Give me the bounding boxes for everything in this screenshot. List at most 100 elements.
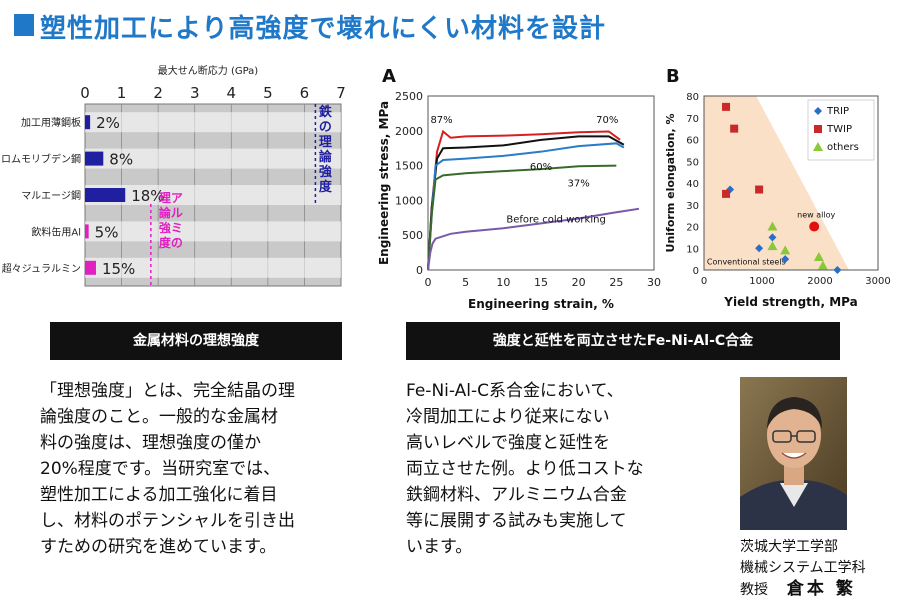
text-line: 料の強度は、理想強度の僅か xyxy=(40,433,261,453)
tick-label: 2 xyxy=(153,84,163,102)
y-tick-label: 500 xyxy=(402,229,423,242)
x-tick-label: 25 xyxy=(609,276,623,289)
author-title: 教授 xyxy=(740,582,768,598)
annotation: 60% xyxy=(530,162,552,173)
text-line: し、材料のポテンシャルを引き出 xyxy=(40,511,295,531)
author-info: 茨城大学工学部 機械システム工学科 教授 倉本 繁 xyxy=(740,537,866,601)
x-tick-label: 1000 xyxy=(749,276,774,287)
bar-track xyxy=(85,148,341,169)
x-tick-label: 10 xyxy=(496,276,510,289)
annotation: 87% xyxy=(430,115,452,126)
bar xyxy=(85,115,91,130)
affiliation-department: 機械システム工学科 xyxy=(740,560,866,576)
plot-frame xyxy=(703,95,879,271)
text-line: Fe-Ni-Al-C系合金において、 xyxy=(406,381,624,401)
left-description: 「理想強度」とは、完全結晶の理 論強度のこと。一般的な金属材 料の強度は、理想強… xyxy=(40,378,380,560)
person-portrait xyxy=(740,377,847,530)
tick-label: 1 xyxy=(117,84,127,102)
data-point xyxy=(768,233,777,242)
data-point xyxy=(767,221,778,231)
x-tick-label: 5 xyxy=(462,276,469,289)
title-bullet xyxy=(14,14,34,36)
iron-theory-char: 鉄 xyxy=(319,104,332,120)
y-tick-label: 10 xyxy=(686,244,699,255)
y-tick-label: 60 xyxy=(686,136,699,147)
yield-elongation-chart: B Conventional steels 0 1000 2000 3000 0 10 20… xyxy=(664,66,891,309)
text-line: 冷間加工により従来にない xyxy=(406,407,610,427)
text-line: 塑性加工による加工強化に着目 xyxy=(40,485,278,505)
tick-label: 4 xyxy=(227,84,237,102)
data-point xyxy=(833,266,842,274)
bar-label: マルエージ鋼 xyxy=(21,189,81,202)
data-point xyxy=(755,185,764,194)
caption-right: 強度と延性を両立させたFe-Ni-Al-C合金 xyxy=(406,322,840,360)
al-theory-char: ミ xyxy=(171,221,183,235)
annotation: 70% xyxy=(596,115,618,126)
x-tick-label: 15 xyxy=(534,276,548,289)
al-theory-char: 論 xyxy=(159,205,172,220)
text-line: 鉄鋼材料、アルミニウム合金 xyxy=(406,485,627,505)
affiliation-faculty: 茨城大学工学部 xyxy=(740,539,838,555)
axis-title: 最大せん断応力 (GPa) xyxy=(158,64,259,77)
y-tick-label: 30 xyxy=(686,201,699,212)
series-line xyxy=(427,164,617,271)
bar-track xyxy=(85,257,341,278)
y-tick-label: 2000 xyxy=(395,125,423,138)
iron-theory-char: 理 xyxy=(319,135,332,150)
iron-theory-char: 度 xyxy=(319,179,333,195)
data-point xyxy=(726,185,735,194)
data-point xyxy=(781,255,790,264)
legend: TRIP TWIP others xyxy=(807,99,875,161)
y-tick-label: 50 xyxy=(686,157,699,168)
data-point xyxy=(730,124,739,133)
bar-track xyxy=(85,185,341,205)
series-line xyxy=(427,142,625,271)
data-point xyxy=(767,241,778,251)
axes: 0 5 10 15 20 25 30 0 500 1000 1500 2000 2500 Engineer… xyxy=(377,90,661,310)
legend-entry: others xyxy=(827,142,859,153)
tick-label: 0 xyxy=(80,84,90,102)
tick-label: 3 xyxy=(190,84,200,102)
iron-theory-char: 論 xyxy=(319,149,333,165)
y-tick-label: 2500 xyxy=(395,90,423,103)
x-tick-label: 20 xyxy=(572,276,586,289)
bar-label: 飲料缶用Al xyxy=(31,225,81,238)
y-tick-label: 0 xyxy=(416,264,423,277)
new-alloy-label: new alloy xyxy=(797,211,835,220)
text-line: います。 xyxy=(406,537,473,557)
bar-label: 加工用薄鋼板 xyxy=(21,116,81,129)
text-line: 高いレベルで強度と延性を xyxy=(406,433,610,453)
y-tick-label: 1000 xyxy=(395,194,423,207)
y-tick-label: 80 xyxy=(686,92,699,103)
y-tick-label: 20 xyxy=(686,223,699,234)
legend-entry: TWIP xyxy=(826,124,852,135)
x-tick-label: 30 xyxy=(647,276,661,289)
al-theory-char: 理 xyxy=(159,191,171,205)
bar-percent: 15% xyxy=(102,260,135,278)
annotation: Before cold working xyxy=(506,215,605,226)
y-axis-label: Uniform elongation, % xyxy=(664,114,677,253)
series-line xyxy=(427,129,621,271)
text-line: 20%程度です。当研究室では、 xyxy=(40,459,281,479)
new-alloy-point xyxy=(809,221,820,232)
iron-theory-char: の xyxy=(319,120,332,135)
bar xyxy=(85,260,96,275)
author-line: 教授 倉本 繁 xyxy=(740,579,866,601)
bar xyxy=(85,151,104,166)
professor-photo xyxy=(740,377,847,530)
right-description: Fe-Ni-Al-C系合金において、 冷間加工により従来にない 高いレベルで強度… xyxy=(406,378,706,560)
text-line: 論強度のこと。一般的な金属材 xyxy=(40,407,278,427)
data-point xyxy=(755,244,764,253)
x-axis-label: Yield strength, MPa xyxy=(723,295,857,309)
page-title: 塑性加工により高強度で壊れにくい材料を設計 xyxy=(40,14,606,44)
al-theory-char: 度 xyxy=(159,235,172,250)
annotations: 87% 70% 60% 37% Before cold working xyxy=(430,115,618,226)
plot-frame xyxy=(427,95,655,271)
bar xyxy=(85,188,126,202)
y-tick-label: 1500 xyxy=(395,160,423,173)
y-tick-label: 70 xyxy=(686,114,699,125)
text-line: 「理想強度」とは、完全結晶の理 xyxy=(40,381,295,401)
axes: 0 1000 2000 3000 0 10 20 30 40 50 60 70 80 Yield stre… xyxy=(664,92,891,309)
bar-label: クロムモリブデン鋼 xyxy=(0,153,81,166)
